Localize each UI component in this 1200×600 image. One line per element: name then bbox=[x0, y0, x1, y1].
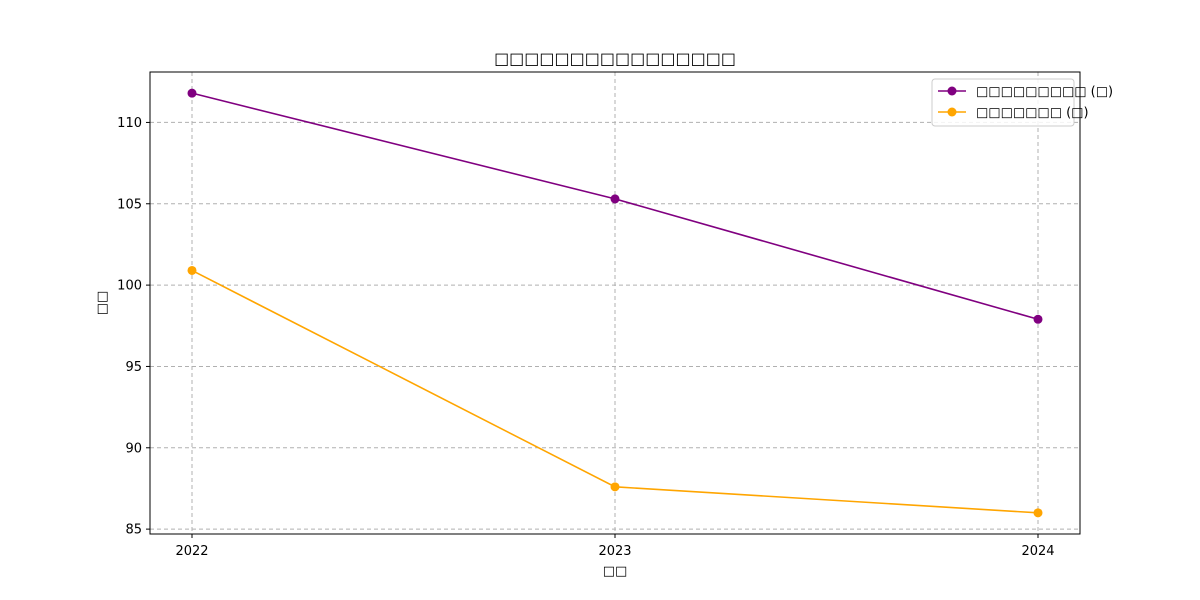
y-tick-label: 85 bbox=[125, 523, 142, 538]
x-tick-label: 2024 bbox=[1021, 544, 1054, 559]
data-point bbox=[1033, 314, 1043, 324]
y-tick-label: 95 bbox=[125, 360, 142, 375]
data-point bbox=[187, 265, 197, 275]
legend-marker bbox=[947, 86, 957, 96]
legend-label: □□□□□□□ (□) bbox=[976, 106, 1089, 121]
x-tick-label: 2022 bbox=[175, 544, 208, 559]
x-axis-ticks: 2022 2023 2024 bbox=[175, 534, 1055, 559]
y-tick-label: 105 bbox=[117, 197, 142, 212]
y-axis-ticks: 85 90 95 100 105 110 bbox=[117, 116, 150, 538]
data-point bbox=[1033, 508, 1043, 518]
x-tick-label: 2023 bbox=[598, 544, 631, 559]
grid-lines bbox=[150, 72, 1080, 534]
data-point bbox=[187, 88, 197, 98]
y-tick-label: 90 bbox=[125, 441, 142, 456]
y-axis-label: □□ bbox=[95, 291, 110, 316]
legend: □□□□□□□□□ (□) □□□□□□□ (□) bbox=[931, 78, 1113, 127]
y-tick-label: 100 bbox=[117, 279, 142, 294]
legend-box bbox=[931, 78, 1075, 127]
chart-title: □□□□□□□□□□□□□□□□ bbox=[494, 49, 736, 68]
legend-marker bbox=[947, 107, 957, 117]
y-tick-label: 110 bbox=[117, 116, 142, 131]
data-point bbox=[610, 194, 620, 204]
legend-label: □□□□□□□□□ (□) bbox=[976, 85, 1113, 100]
x-axis-label: □□ bbox=[603, 564, 628, 579]
data-point bbox=[610, 482, 620, 492]
series-group bbox=[187, 88, 1043, 518]
